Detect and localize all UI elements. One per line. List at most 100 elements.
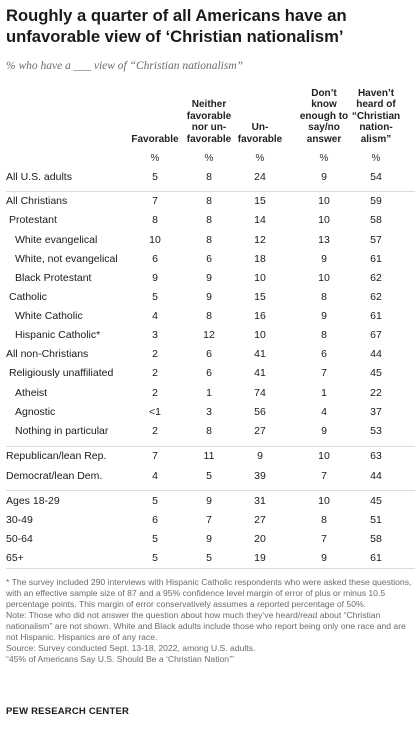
column-header-line: Favorable <box>131 133 179 145</box>
cell-dk: 13 <box>318 234 330 246</box>
cell-never: 44 <box>370 348 382 360</box>
row-label: White Catholic <box>15 310 83 322</box>
cell-fav: 6 <box>152 253 158 265</box>
cell-fav: <1 <box>149 406 161 418</box>
cell-neither: 3 <box>206 406 212 418</box>
cell-dk: 10 <box>318 450 330 462</box>
table-row: White evangelical 10 8 12 13 57 <box>0 232 420 250</box>
cell-dk: 10 <box>318 272 330 284</box>
cell-fav: 5 <box>152 495 158 507</box>
cell-dk: 4 <box>321 406 327 418</box>
cell-never: 67 <box>370 329 382 341</box>
footnote-hispanic-catholic: * The survey included 290 interviews wit… <box>6 577 412 609</box>
cell-fav: 2 <box>152 387 158 399</box>
cell-never: 37 <box>370 406 382 418</box>
row-label: Religiously unaffiliated <box>9 367 114 379</box>
column-header-line: nor un- <box>191 122 227 133</box>
table-row: All U.S. adults 5 8 24 9 54 <box>0 169 420 187</box>
cell-neither: 9 <box>206 272 212 284</box>
column-header-unfav: Un-favorable <box>228 122 292 145</box>
cell-unfav: 27 <box>254 514 266 526</box>
row-label: Protestant <box>9 214 57 226</box>
row-label: Nothing in particular <box>15 425 109 437</box>
cell-dk: 9 <box>321 425 327 437</box>
cell-fav: 2 <box>152 367 158 379</box>
cell-never: 63 <box>370 450 382 462</box>
row-label: 30-49 <box>6 514 33 526</box>
cell-neither: 8 <box>206 234 212 246</box>
report-title: “45% of Americans Say U.S. Should Be a ‘… <box>6 654 234 664</box>
cell-never: 45 <box>370 495 382 507</box>
row-label: 65+ <box>6 552 24 564</box>
unit-label: % <box>371 153 381 164</box>
cell-unfav: 16 <box>254 310 266 322</box>
table-row: 30-49 6 7 27 8 51 <box>0 512 420 530</box>
unit-label: % <box>204 153 214 164</box>
unit-label: % <box>150 153 160 164</box>
cell-never: 51 <box>370 514 382 526</box>
cell-never: 54 <box>370 171 382 183</box>
cell-never: 53 <box>370 425 382 437</box>
unit-label: % <box>255 153 265 164</box>
cell-unfav: 20 <box>254 533 266 545</box>
row-label: Hispanic Catholic* <box>15 329 101 341</box>
cell-never: 57 <box>370 234 382 246</box>
cell-neither: 11 <box>203 450 215 462</box>
cell-unfav: 12 <box>254 234 266 246</box>
cell-fav: 8 <box>152 214 158 226</box>
cell-never: 62 <box>370 272 382 284</box>
cell-neither: 5 <box>206 470 212 482</box>
cell-unfav: 41 <box>254 367 266 379</box>
cell-dk: 8 <box>321 329 327 341</box>
cell-unfav: 24 <box>254 171 266 183</box>
row-label: All non-Christians <box>6 348 89 360</box>
cell-neither: 7 <box>206 514 212 526</box>
cell-dk: 7 <box>321 533 327 545</box>
cell-dk: 9 <box>321 253 327 265</box>
table-row: 50-64 5 9 20 7 58 <box>0 531 420 549</box>
column-header-neither: Neither favorable nor un-favorable <box>177 99 241 145</box>
cell-fav: 5 <box>152 533 158 545</box>
cell-unfav: 14 <box>254 214 266 226</box>
row-label: Democrat/lean Dem. <box>6 470 103 482</box>
cell-unfav: 41 <box>254 348 266 360</box>
cell-never: 44 <box>370 470 382 482</box>
cell-dk: 9 <box>321 310 327 322</box>
cell-fav: 9 <box>152 272 158 284</box>
table-bottom-rule <box>6 568 415 569</box>
column-header-line: Neither <box>191 99 227 110</box>
cell-neither: 1 <box>206 387 212 399</box>
column-header-line: say/no <box>308 122 340 133</box>
cell-never: 58 <box>370 533 382 545</box>
table-row: Democrat/lean Dem. 4 5 39 7 44 <box>0 468 420 486</box>
cell-neither: 8 <box>206 214 212 226</box>
cell-never: 45 <box>370 367 382 379</box>
cell-fav: 10 <box>149 234 161 246</box>
column-header-never: Haven’t heard of “Christian nation-alism” <box>344 88 408 146</box>
row-label: Black Protestant <box>15 272 92 284</box>
table-row: Black Protestant 9 9 10 10 62 <box>0 270 420 288</box>
cell-neither: 5 <box>206 552 212 564</box>
cell-dk: 8 <box>321 291 327 303</box>
cell-fav: 5 <box>152 552 158 564</box>
cell-dk: 6 <box>321 348 327 360</box>
row-label: Catholic <box>9 291 47 303</box>
column-header-line: favorable <box>237 133 283 145</box>
cell-neither: 12 <box>203 329 215 341</box>
cell-unfav: 10 <box>254 329 266 341</box>
cell-unfav: 10 <box>254 272 266 284</box>
column-header-dk: Don’t know enough to say/no answer <box>292 88 356 146</box>
column-header-fav: Favorable <box>123 134 187 146</box>
cell-dk: 7 <box>321 470 327 482</box>
cell-never: 61 <box>370 310 382 322</box>
column-header-line: enough to <box>299 110 349 122</box>
table-row: White Catholic 4 8 16 9 61 <box>0 308 420 326</box>
cell-neither: 8 <box>206 310 212 322</box>
note-methodology: Note: Those who did not answer the quest… <box>6 610 406 642</box>
column-header-line: Don’t <box>311 87 337 99</box>
row-separator <box>6 446 415 447</box>
cell-dk: 1 <box>321 387 327 399</box>
chart-title: Roughly a quarter of all Americans have … <box>6 6 347 46</box>
cell-unfav: 15 <box>254 195 266 207</box>
column-header-line: “Christian <box>351 110 401 122</box>
